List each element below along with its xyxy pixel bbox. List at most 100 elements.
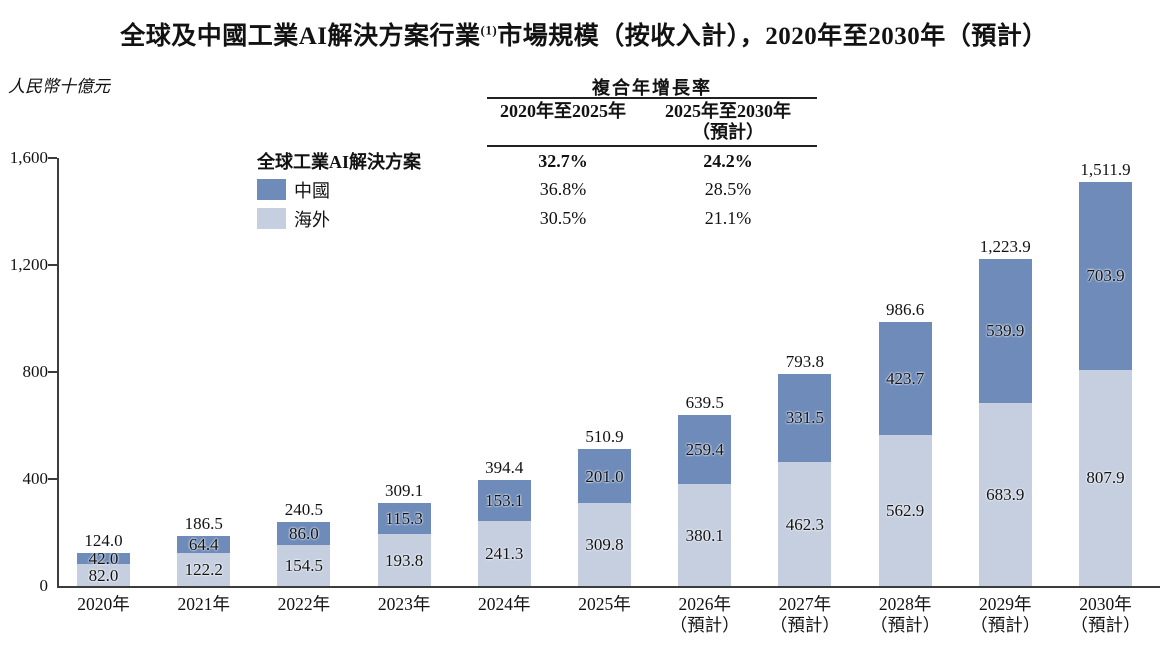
bar-total-label-2029年: 1,223.9 <box>979 236 1031 256</box>
bar-2024年: 153.1 241.3 <box>477 480 531 586</box>
bar-segment-china-2025年: 201.0 <box>578 449 631 504</box>
y-tick-1200 <box>48 264 57 266</box>
x-axis-label-year: 2026年 <box>678 594 731 614</box>
x-axis-label-year: 2025年 <box>578 594 631 614</box>
y-axis-unit-label: 人民幣十億元 <box>8 77 110 96</box>
bar-2021年: 64.4 122.2 <box>177 535 231 586</box>
bar-total-label-2024年: 394.4 <box>485 458 524 478</box>
segment-value-label: 193.8 <box>384 550 424 570</box>
x-axis-label-year: 2022年 <box>277 594 331 614</box>
cagr-row-overseas: 30.5% 21.1% <box>487 204 817 233</box>
x-axis-label-2028年: 2028年 （預計） <box>850 594 960 636</box>
bar-2025年: 201.0 309.8 <box>578 449 631 586</box>
y-tick-label-1600: 1,600 <box>9 148 48 167</box>
segment-value-label: 562.9 <box>885 501 925 521</box>
title-text-left: 全球及中國工業AI解決方案行業 <box>120 23 481 50</box>
bar-total-label-2025年: 510.9 <box>585 427 624 447</box>
cagr-header-row: 2020年至2025年 2025年至2030年 （預計） <box>487 99 817 145</box>
segment-value-label: 82.0 <box>88 565 119 585</box>
y-tick-400 <box>48 478 57 480</box>
cagr-col-header-2-line1: 2025年至2030年 <box>665 101 791 121</box>
cagr-row-china: 36.8% 28.5% <box>487 175 817 204</box>
bar-2020年: 42.0 82.0 <box>77 548 130 586</box>
x-axis-line <box>57 586 1160 588</box>
bar-segment-china-2029年: 539.9 <box>978 258 1032 404</box>
bar-segment-china-2020年: 42.0 <box>77 548 130 568</box>
segment-value-label: 309.8 <box>585 535 624 555</box>
cagr-col-header-2-line2: （預計） <box>692 122 764 142</box>
cagr-row-global: 32.7% 24.2% <box>487 147 817 175</box>
x-axis-label-year: 2030年 <box>1079 594 1132 614</box>
x-axis-label-year: 2029年 <box>979 594 1032 614</box>
segment-value-label: 241.3 <box>485 544 524 564</box>
bar-total-label-2026年: 639.5 <box>685 392 724 412</box>
bar-total-label-2028年: 986.6 <box>885 300 925 320</box>
bar-segment-overseas-2029年: 683.9 <box>978 403 1032 586</box>
segment-value-label: 380.1 <box>685 525 724 545</box>
bar-segment-overseas-2021年: 122.2 <box>177 553 231 586</box>
x-axis-label-year: 2023年 <box>377 594 431 614</box>
segment-value-label: 703.9 <box>1086 266 1125 286</box>
cagr-value: 21.1% <box>704 208 752 228</box>
cagr-value: 28.5% <box>704 179 752 199</box>
bar-segment-overseas-2025年: 309.8 <box>578 503 631 586</box>
bar-segment-china-2028年: 423.7 <box>878 322 932 436</box>
bar-segment-overseas-2024年: 241.3 <box>477 521 531 586</box>
x-axis-label-year: 2021年 <box>177 594 230 614</box>
y-tick-label-800: 800 <box>22 362 49 381</box>
segment-value-label: 42.0 <box>88 548 119 568</box>
segment-value-label: 259.4 <box>685 440 724 460</box>
x-axis-label-2030年: 2030年 （預計） <box>1051 594 1161 636</box>
cagr-value: 32.7% <box>538 150 588 171</box>
bar-total-label-2021年: 186.5 <box>184 514 223 534</box>
bar-total-label-2020年: 124.0 <box>84 530 123 550</box>
bar-segment-overseas-2027年: 462.3 <box>778 462 832 586</box>
segment-value-label: 807.9 <box>1086 468 1125 488</box>
x-axis-label-year: 2024年 <box>478 594 531 614</box>
bar-total-label-2022年: 240.5 <box>284 499 324 519</box>
legend-heading: 全球工業AI解決方案 <box>257 152 422 172</box>
x-axis-label-year: 2027年 <box>778 594 832 614</box>
x-axis-label-2024年: 2024年 <box>449 594 559 615</box>
bar-total-label-2027年: 793.8 <box>785 351 825 371</box>
x-axis-label-2027年: 2027年 （預計） <box>750 594 860 636</box>
segment-value-label: 201.0 <box>585 466 624 486</box>
legend-swatch-overseas <box>257 208 286 229</box>
x-axis-label-year: 2020年 <box>77 594 130 614</box>
x-axis-label-2020年: 2020年 <box>49 594 159 615</box>
bar-segment-overseas-2030年: 807.9 <box>1079 369 1132 586</box>
cagr-value: 36.8% <box>539 179 587 199</box>
cagr-table: 複合年增長率 2020年至2025年 2025年至2030年 （預計） 32.7… <box>487 74 817 233</box>
bar-segment-china-2030年: 703.9 <box>1079 181 1132 370</box>
y-tick-label-400: 400 <box>22 469 49 488</box>
bar-2029年: 539.9 683.9 <box>978 258 1032 586</box>
cagr-value: 30.5% <box>539 208 587 228</box>
cagr-table-title: 複合年增長率 <box>592 78 712 98</box>
bar-segment-china-2026年: 259.4 <box>678 414 732 485</box>
x-axis-label-forecast-note: （預計） <box>1070 615 1141 635</box>
bar-segment-overseas-2020年: 82.0 <box>77 564 130 586</box>
legend-item-overseas: 海外 <box>257 204 421 233</box>
x-axis-label-2025年: 2025年 <box>550 594 660 615</box>
cagr-col-header-1: 2020年至2025年 <box>500 101 626 121</box>
bar-segment-china-2022年: 86.0 <box>277 521 331 545</box>
title-text-right: 市場規模（按收入計），2020年至2030年（預計） <box>497 23 1048 50</box>
segment-value-label: 423.7 <box>885 369 925 389</box>
segment-value-label: 539.9 <box>986 321 1025 341</box>
chart-legend: 全球工業AI解決方案 中國 海外 <box>257 147 421 233</box>
y-tick-1600 <box>48 157 57 159</box>
segment-value-label: 86.0 <box>289 523 319 543</box>
y-tick-800 <box>48 371 57 373</box>
segment-value-label: 462.3 <box>785 514 825 534</box>
segment-value-label: 331.5 <box>785 408 825 428</box>
bar-segment-china-2023年: 115.3 <box>377 503 431 535</box>
bar-2022年: 86.0 154.5 <box>277 521 331 586</box>
segment-value-label: 64.4 <box>188 535 219 555</box>
cagr-col-header-2: 2025年至2030年 （預計） <box>639 101 817 145</box>
x-axis-label-year: 2028年 <box>878 594 932 614</box>
legend-label-china: 中國 <box>294 180 330 201</box>
x-axis-label-2023年: 2023年 <box>349 594 459 615</box>
bar-2026年: 259.4 380.1 <box>678 414 732 586</box>
cagr-value: 24.2% <box>703 150 753 171</box>
